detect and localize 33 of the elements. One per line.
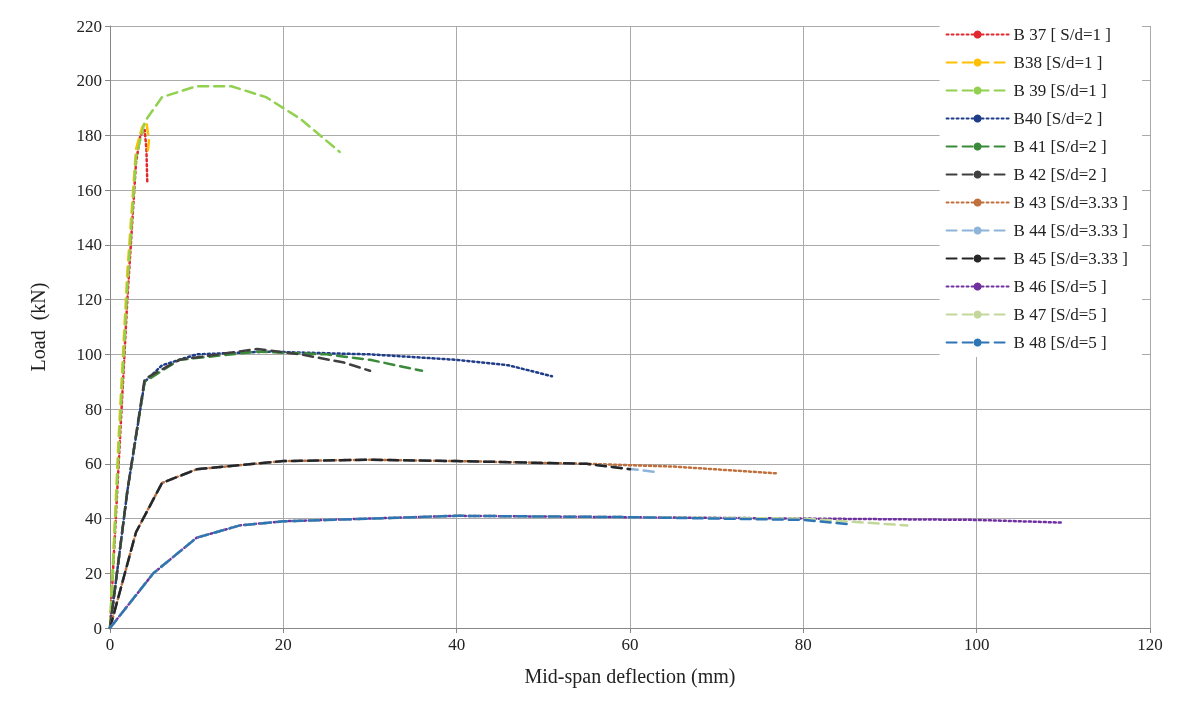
legend-label: B 46 [S/d=5 ] — [1013, 277, 1107, 296]
x-tick-label: 120 — [1137, 635, 1163, 654]
legend-label: B 47 [S/d=5 ] — [1013, 305, 1107, 324]
legend-label: B 42 [S/d=2 ] — [1013, 165, 1107, 184]
y-tick-label: 220 — [76, 16, 102, 36]
legend-label: B 37 [ S/d=1 ] — [1013, 25, 1112, 44]
x-tick-label: 20 — [274, 635, 292, 654]
x-tick-label: 0 — [105, 635, 115, 654]
legend-label: B 43 [S/d=3.33 ] — [1013, 193, 1129, 212]
y-tick-label: 140 — [76, 235, 102, 255]
y-axis-title: Load (kN) — [27, 282, 50, 372]
legend-label: B 45 [S/d=3.33 ] — [1013, 249, 1129, 268]
y-tick-label: 200 — [76, 71, 102, 91]
y-tick-label: 80 — [85, 399, 102, 419]
x-tick-label: 40 — [448, 635, 466, 654]
x-tick-label: 80 — [794, 635, 812, 654]
x-tick-label: 100 — [963, 635, 990, 654]
y-tick-label: 0 — [93, 618, 102, 638]
legend-label: B40 [S/d=2 ] — [1013, 109, 1103, 128]
legend-label: B 39 [S/d=1 ] — [1013, 81, 1107, 100]
legend-label: B38 [S/d=1 ] — [1013, 53, 1103, 72]
y-tick-label: 60 — [85, 454, 102, 474]
legend-label: B 41 [S/d=2 ] — [1013, 137, 1107, 156]
y-tick-label: 160 — [76, 180, 102, 200]
legend-label: B 44 [S/d=3.33 ] — [1013, 221, 1129, 240]
y-tick-label: 20 — [85, 563, 102, 583]
legend-label: B 48 [S/d=5 ] — [1013, 333, 1107, 352]
x-axis-title: Mid-span deflection (mm) — [524, 665, 736, 688]
x-tick-label: 60 — [621, 635, 639, 654]
y-tick-label: 40 — [85, 509, 102, 529]
y-tick-label: 120 — [76, 290, 102, 310]
y-tick-label: 180 — [76, 125, 102, 145]
y-tick-label: 100 — [76, 344, 102, 364]
